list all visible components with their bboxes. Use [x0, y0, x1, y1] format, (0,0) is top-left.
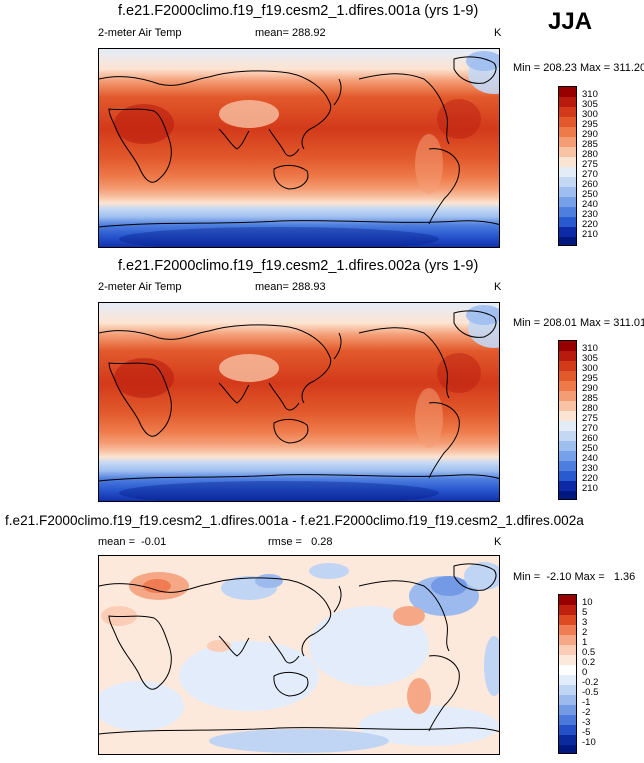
season-label: JJA: [548, 8, 593, 35]
panel-1-legend-label: 270: [582, 169, 598, 180]
panel-3-legend-label: 0.5: [582, 647, 596, 658]
panel-3-mean-label: mean = -0.01: [98, 536, 167, 548]
panel-1-map: [98, 48, 500, 248]
panel-2-map: [98, 302, 500, 502]
panel-3-legend-label: 10: [582, 597, 593, 608]
panel-2-legend-label: 290: [582, 383, 598, 394]
panel-2-map-svg: [99, 303, 499, 501]
panel-2-legend-label: 305: [582, 353, 598, 364]
panel-1-legend-label: 260: [582, 179, 598, 190]
panel-2-legend-label: 250: [582, 443, 598, 454]
panel-2-legend-label: 260: [582, 433, 598, 444]
panel-1-legend: 310 305 300 295 290 285 280 275 270 260 …: [558, 86, 598, 246]
panel-1-legend-label: 285: [582, 139, 598, 150]
panel-3-title: f.e21.F2000climo.f19_f19.cesm2_1.dfires.…: [5, 513, 584, 528]
panel-1-legend-label: 220: [582, 219, 598, 230]
panel-2-legend-label: 275: [582, 413, 598, 424]
panel-2-legend-label: 300: [582, 363, 598, 374]
panel-1-legend-label: 210: [582, 229, 598, 240]
panel-3-legend: 10 5 3 2 1 0.5 0.2 0 -0.2 -0.5 -1 -2 -3 …: [558, 594, 598, 754]
panel-1-unit-label: K: [494, 27, 502, 39]
panel-1-legend-label: 240: [582, 199, 598, 210]
panel-3-legend-label: -1: [582, 697, 591, 708]
panel-3-legend-label: 1: [582, 637, 588, 648]
panel-3-minmax: Min = -2.10 Max = 1.36: [513, 571, 636, 583]
panel-2-legend-label: 280: [582, 403, 598, 414]
panel-3-colorbar: [558, 594, 577, 754]
panel-2-colorbar: [558, 340, 577, 500]
panel-1-legend-label: 280: [582, 149, 598, 160]
panel-2-legend-label: 310: [582, 343, 598, 354]
panel-1-minmax: Min = 208.23 Max = 311.20: [513, 62, 644, 74]
panel-1-legend-label: 300: [582, 109, 598, 120]
panel-3-legend-label: -3: [582, 717, 591, 728]
panel-1-map-svg: [99, 49, 499, 247]
panel-2-legend-label: 295: [582, 373, 598, 384]
panel-3-legend-label: -0.5: [582, 687, 599, 698]
panel-2-minmax: Min = 208.01 Max = 311.01: [513, 317, 644, 329]
panel-3-legend-label: 0: [582, 667, 588, 678]
panel-3-rmse-label: rmse = 0.28: [268, 536, 333, 548]
panel-1-legend-label: 295: [582, 119, 598, 130]
panel-2-legend-label: 285: [582, 393, 598, 404]
panel-2-title: f.e21.F2000climo.f19_f19.cesm2_1.dfires.…: [118, 258, 479, 274]
panel-3-legend-label: -5: [582, 727, 591, 738]
panel-1-legend-label: 290: [582, 129, 598, 140]
panel-3-map-svg: [99, 556, 499, 754]
panel-1-variable-label: 2-meter Air Temp: [98, 27, 182, 39]
panel-2-legend-label: 210: [582, 483, 598, 494]
panel-1-mean-label: mean= 288.92: [255, 27, 326, 39]
panel-2-legend-label: 220: [582, 473, 598, 484]
panel-3-map: [98, 555, 500, 755]
panel-1-colorbar: [558, 86, 577, 246]
panel-3-legend-label: -0.2: [582, 677, 599, 688]
panel-1-title: f.e21.F2000climo.f19_f19.cesm2_1.dfires.…: [118, 3, 479, 19]
panel-3-legend-label: -2: [582, 707, 591, 718]
panel-1-legend-label: 250: [582, 189, 598, 200]
panel-2-mean-label: mean= 288.93: [255, 281, 326, 293]
panel-1-legend-label: 305: [582, 99, 598, 110]
panel-3-legend-label: 0.2: [582, 657, 596, 668]
panel-2-legend-label: 240: [582, 453, 598, 464]
panel-3-unit-label: K: [494, 536, 502, 548]
panel-1-legend-label: 275: [582, 159, 598, 170]
panel-2-legend-label: 270: [582, 423, 598, 434]
panel-1-legend-label: 310: [582, 89, 598, 100]
panel-1-legend-label: 230: [582, 209, 598, 220]
panel-2-legend: 310 305 300 295 290 285 280 275 270 260 …: [558, 340, 598, 500]
panel-2-legend-label: 230: [582, 463, 598, 474]
panel-3-legend-label: 3: [582, 617, 588, 628]
panel-2-unit-label: K: [494, 281, 502, 293]
panel-3-legend-label: -10: [582, 737, 596, 748]
panel-2-variable-label: 2-meter Air Temp: [98, 281, 182, 293]
panel-3-legend-label: 2: [582, 627, 588, 638]
panel-3-legend-label: 5: [582, 607, 588, 618]
